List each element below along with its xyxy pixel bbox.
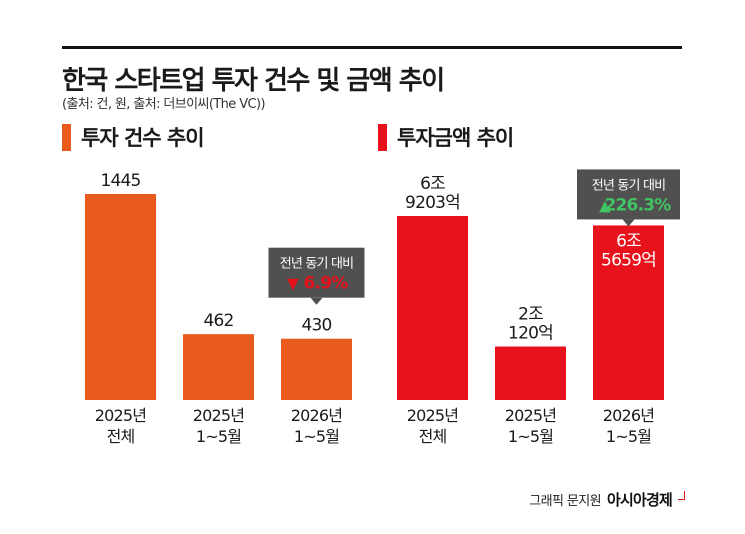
amount-value-label: 5659억 — [601, 250, 656, 270]
count-value-label: 462 — [203, 311, 233, 331]
amount-section-marker — [378, 123, 387, 151]
amount-section-title: 투자금액 추이 — [397, 126, 514, 150]
amount-category-label: 2025년 — [407, 406, 459, 425]
count-category-label: 전체 — [107, 427, 135, 446]
amount-bar — [593, 225, 664, 400]
count-bar — [85, 194, 156, 400]
count-section-marker — [62, 123, 71, 151]
down-arrow-icon: ▼ — [287, 275, 299, 293]
count-value-label: 430 — [301, 316, 331, 336]
amount-value-label: 9203억 — [405, 193, 460, 213]
graphic-credit: 그래픽 문지원 — [529, 494, 601, 509]
footer: 그래픽 문지원 아시아경제 — [529, 489, 685, 510]
count-category-label: 1~5월 — [294, 427, 339, 446]
count-section-title: 투자 건수 추이 — [81, 126, 205, 150]
count-callout-title: 전년 동기 대비 — [280, 257, 354, 272]
amount-category-label: 2026년 — [603, 406, 655, 425]
amount-callout-box — [577, 169, 680, 220]
count-callout-value: 6.9% — [304, 274, 349, 294]
amount-value-label: 2조 — [518, 305, 543, 325]
brand-mark-icon — [678, 491, 685, 500]
count-callout-box — [268, 247, 365, 298]
top-rule — [62, 46, 682, 49]
amount-value-label: 6조 — [616, 231, 641, 251]
count-category-label: 2025년 — [95, 406, 147, 425]
amount-callout-title: 전년 동기 대비 — [592, 178, 666, 193]
amount-callout-pointer — [622, 219, 635, 227]
brand-logo: 아시아경제 — [606, 491, 673, 509]
amount-section-header: 투자금액 추이 — [378, 122, 514, 152]
amount-value-label: 120억 — [508, 324, 553, 344]
amount-category-label: 1~5월 — [606, 427, 651, 446]
amount-callout-value: 226.3% — [604, 195, 671, 215]
amount-bar — [397, 216, 468, 400]
amount-category-label: 전체 — [419, 427, 447, 446]
up-arrow-icon: ▲ — [599, 196, 611, 214]
amount-category-label: 1~5월 — [508, 427, 553, 446]
count-category-label: 1~5월 — [196, 427, 241, 446]
count-category-label: 2026년 — [291, 406, 343, 425]
chart-title: 한국 스타트업 투자 건수 및 금액 추이 — [62, 66, 445, 96]
count-category-label: 2025년 — [193, 406, 245, 425]
chart-subtitle: (출처: 건, 원, 출처: 더브이씨(The VC)) — [62, 97, 266, 112]
amount-value-label: 6조 — [420, 174, 445, 194]
count-bar — [183, 334, 254, 400]
count-bar — [281, 338, 352, 400]
count-value-label: 1445 — [100, 171, 140, 191]
amount-bar — [495, 346, 566, 400]
count-section-header: 투자 건수 추이 — [62, 122, 205, 152]
count-callout-pointer — [310, 297, 323, 305]
amount-category-label: 2025년 — [505, 406, 557, 425]
